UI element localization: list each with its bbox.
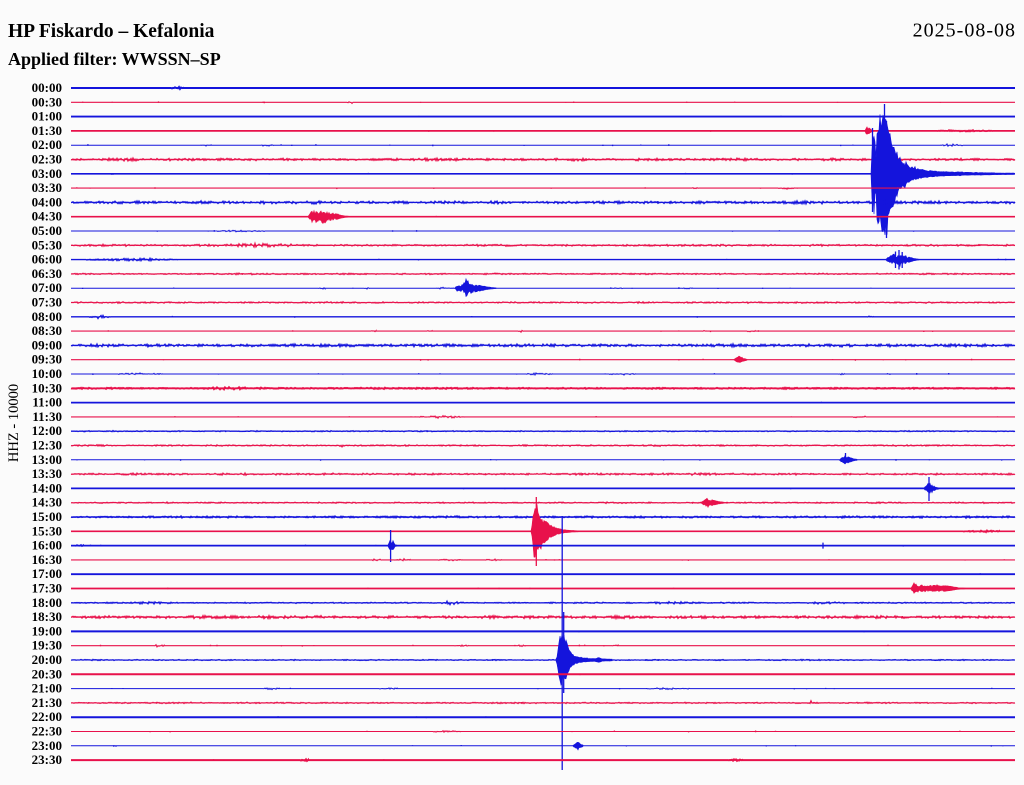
svg-text:07:30: 07:30 — [32, 295, 62, 310]
svg-text:01:00: 01:00 — [32, 109, 62, 124]
svg-text:21:00: 21:00 — [32, 681, 62, 696]
svg-text:22:00: 22:00 — [32, 709, 62, 724]
svg-text:06:30: 06:30 — [32, 266, 62, 281]
svg-text:23:00: 23:00 — [32, 738, 62, 753]
svg-text:13:30: 13:30 — [32, 466, 62, 481]
svg-text:17:00: 17:00 — [32, 566, 62, 581]
svg-text:16:00: 16:00 — [32, 538, 62, 553]
svg-text:04:00: 04:00 — [32, 194, 62, 209]
svg-text:05:00: 05:00 — [32, 223, 62, 238]
svg-text:00:30: 00:30 — [32, 94, 62, 109]
svg-text:19:30: 19:30 — [32, 638, 62, 653]
svg-text:08:30: 08:30 — [32, 323, 62, 338]
svg-text:09:30: 09:30 — [32, 352, 62, 367]
svg-text:20:30: 20:30 — [32, 666, 62, 681]
svg-text:09:00: 09:00 — [32, 337, 62, 352]
svg-text:03:30: 03:30 — [32, 180, 62, 195]
svg-text:HP Fiskardo – Kefalonia: HP Fiskardo – Kefalonia — [8, 21, 215, 42]
svg-text:08:00: 08:00 — [32, 309, 62, 324]
svg-text:01:30: 01:30 — [32, 123, 62, 138]
svg-text:11:30: 11:30 — [32, 409, 62, 424]
svg-text:15:00: 15:00 — [32, 509, 62, 524]
svg-text:16:30: 16:30 — [32, 552, 62, 567]
svg-text:21:30: 21:30 — [32, 695, 62, 710]
svg-text:11:00: 11:00 — [32, 395, 62, 410]
svg-text:02:00: 02:00 — [32, 137, 62, 152]
svg-text:02:30: 02:30 — [32, 152, 62, 167]
svg-text:12:00: 12:00 — [32, 423, 62, 438]
svg-text:04:30: 04:30 — [32, 209, 62, 224]
svg-text:20:00: 20:00 — [32, 652, 62, 667]
svg-text:14:00: 14:00 — [32, 480, 62, 495]
svg-text:23:30: 23:30 — [32, 752, 62, 767]
svg-text:Applied filter: WWSSN–SP: Applied filter: WWSSN–SP — [8, 49, 221, 69]
svg-text:14:30: 14:30 — [32, 495, 62, 510]
svg-text:12:30: 12:30 — [32, 438, 62, 453]
svg-text:18:00: 18:00 — [32, 595, 62, 610]
svg-text:10:30: 10:30 — [32, 380, 62, 395]
svg-text:15:30: 15:30 — [32, 523, 62, 538]
svg-text:05:30: 05:30 — [32, 237, 62, 252]
svg-text:HHZ - 10000: HHZ - 10000 — [6, 384, 22, 462]
svg-text:07:00: 07:00 — [32, 280, 62, 295]
svg-text:18:30: 18:30 — [32, 609, 62, 624]
svg-text:19:00: 19:00 — [32, 623, 62, 638]
svg-text:10:00: 10:00 — [32, 366, 62, 381]
svg-text:03:00: 03:00 — [32, 166, 62, 181]
svg-text:17:30: 17:30 — [32, 581, 62, 596]
svg-text:13:00: 13:00 — [32, 452, 62, 467]
svg-text:22:30: 22:30 — [32, 724, 62, 739]
svg-text:06:00: 06:00 — [32, 252, 62, 267]
svg-text:2025-08-08: 2025-08-08 — [913, 20, 1016, 42]
svg-text:00:00: 00:00 — [32, 80, 62, 95]
